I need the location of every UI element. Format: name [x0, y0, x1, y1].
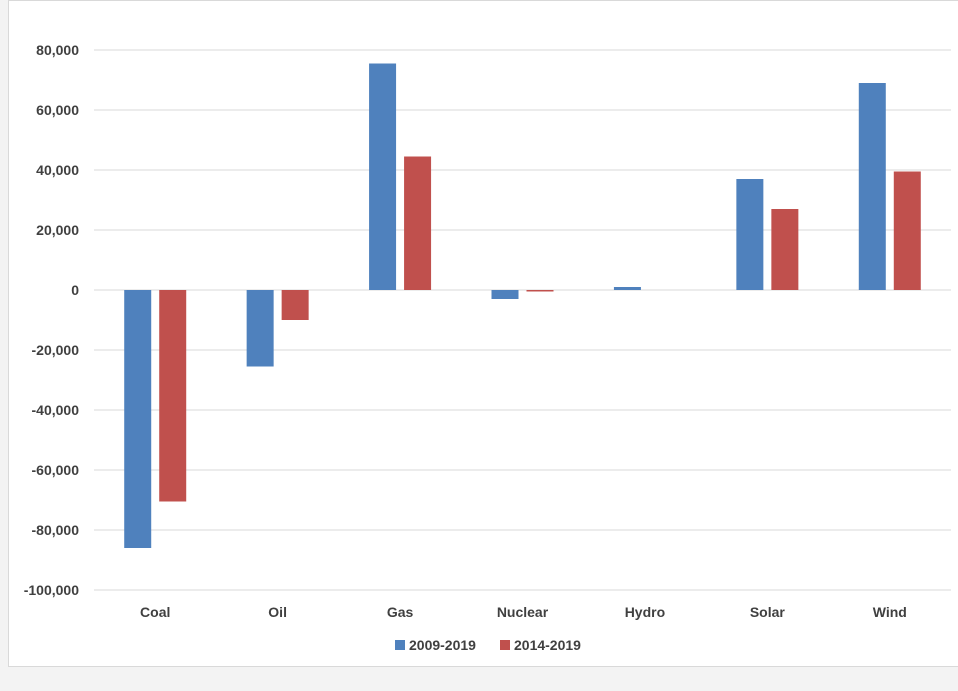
bar-hydro-2009-2019 — [613, 287, 641, 290]
gridlines — [94, 49, 951, 591]
bars — [124, 63, 921, 548]
y-tick-label: -80,000 — [32, 522, 80, 538]
bar-solar-2014-2019 — [771, 209, 799, 290]
y-tick-label: 40,000 — [36, 162, 79, 178]
x-category-label: Hydro — [625, 604, 665, 620]
bar-wind-2014-2019 — [893, 171, 921, 290]
x-category-label: Wind — [873, 604, 907, 620]
x-axis-category-labels: Coal Oil Gas Nuclear Hydro Solar Wind — [140, 604, 907, 620]
bar-oil-2009-2019 — [246, 290, 274, 367]
y-tick-label: 80,000 — [36, 42, 79, 58]
legend-label: 2009-2019 — [409, 637, 476, 653]
y-tick-label: 60,000 — [36, 102, 79, 118]
bar-solar-2009-2019 — [736, 179, 764, 290]
x-category-label: Solar — [750, 604, 786, 620]
bar-gas-2014-2019 — [404, 156, 432, 290]
legend-swatch — [500, 640, 510, 650]
bar-coal-2009-2019 — [124, 290, 152, 548]
y-tick-label: 20,000 — [36, 222, 79, 238]
legend: 2009-2019 2014-2019 — [395, 637, 581, 653]
y-tick-label: -20,000 — [32, 342, 80, 358]
legend-swatch — [395, 640, 405, 650]
legend-label: 2014-2019 — [514, 637, 581, 653]
bar-coal-2014-2019 — [159, 290, 187, 502]
x-category-label: Nuclear — [497, 604, 549, 620]
y-tick-label: -100,000 — [24, 582, 79, 598]
y-tick-label: -40,000 — [32, 402, 80, 418]
bar-nuclear-2014-2019 — [526, 290, 554, 292]
x-category-label: Oil — [268, 604, 287, 620]
bar-nuclear-2009-2019 — [491, 290, 519, 299]
bar-oil-2014-2019 — [281, 290, 309, 320]
y-tick-label: 0 — [71, 282, 79, 298]
y-axis-tick-labels: 80,000 60,000 40,000 20,000 0 -20,000 -40,000 -… — [24, 42, 79, 598]
x-category-label: Coal — [140, 604, 170, 620]
x-category-label: Gas — [387, 604, 414, 620]
bar-gas-2009-2019 — [369, 63, 397, 290]
y-tick-label: -60,000 — [32, 462, 80, 478]
bar-wind-2009-2019 — [858, 83, 886, 290]
